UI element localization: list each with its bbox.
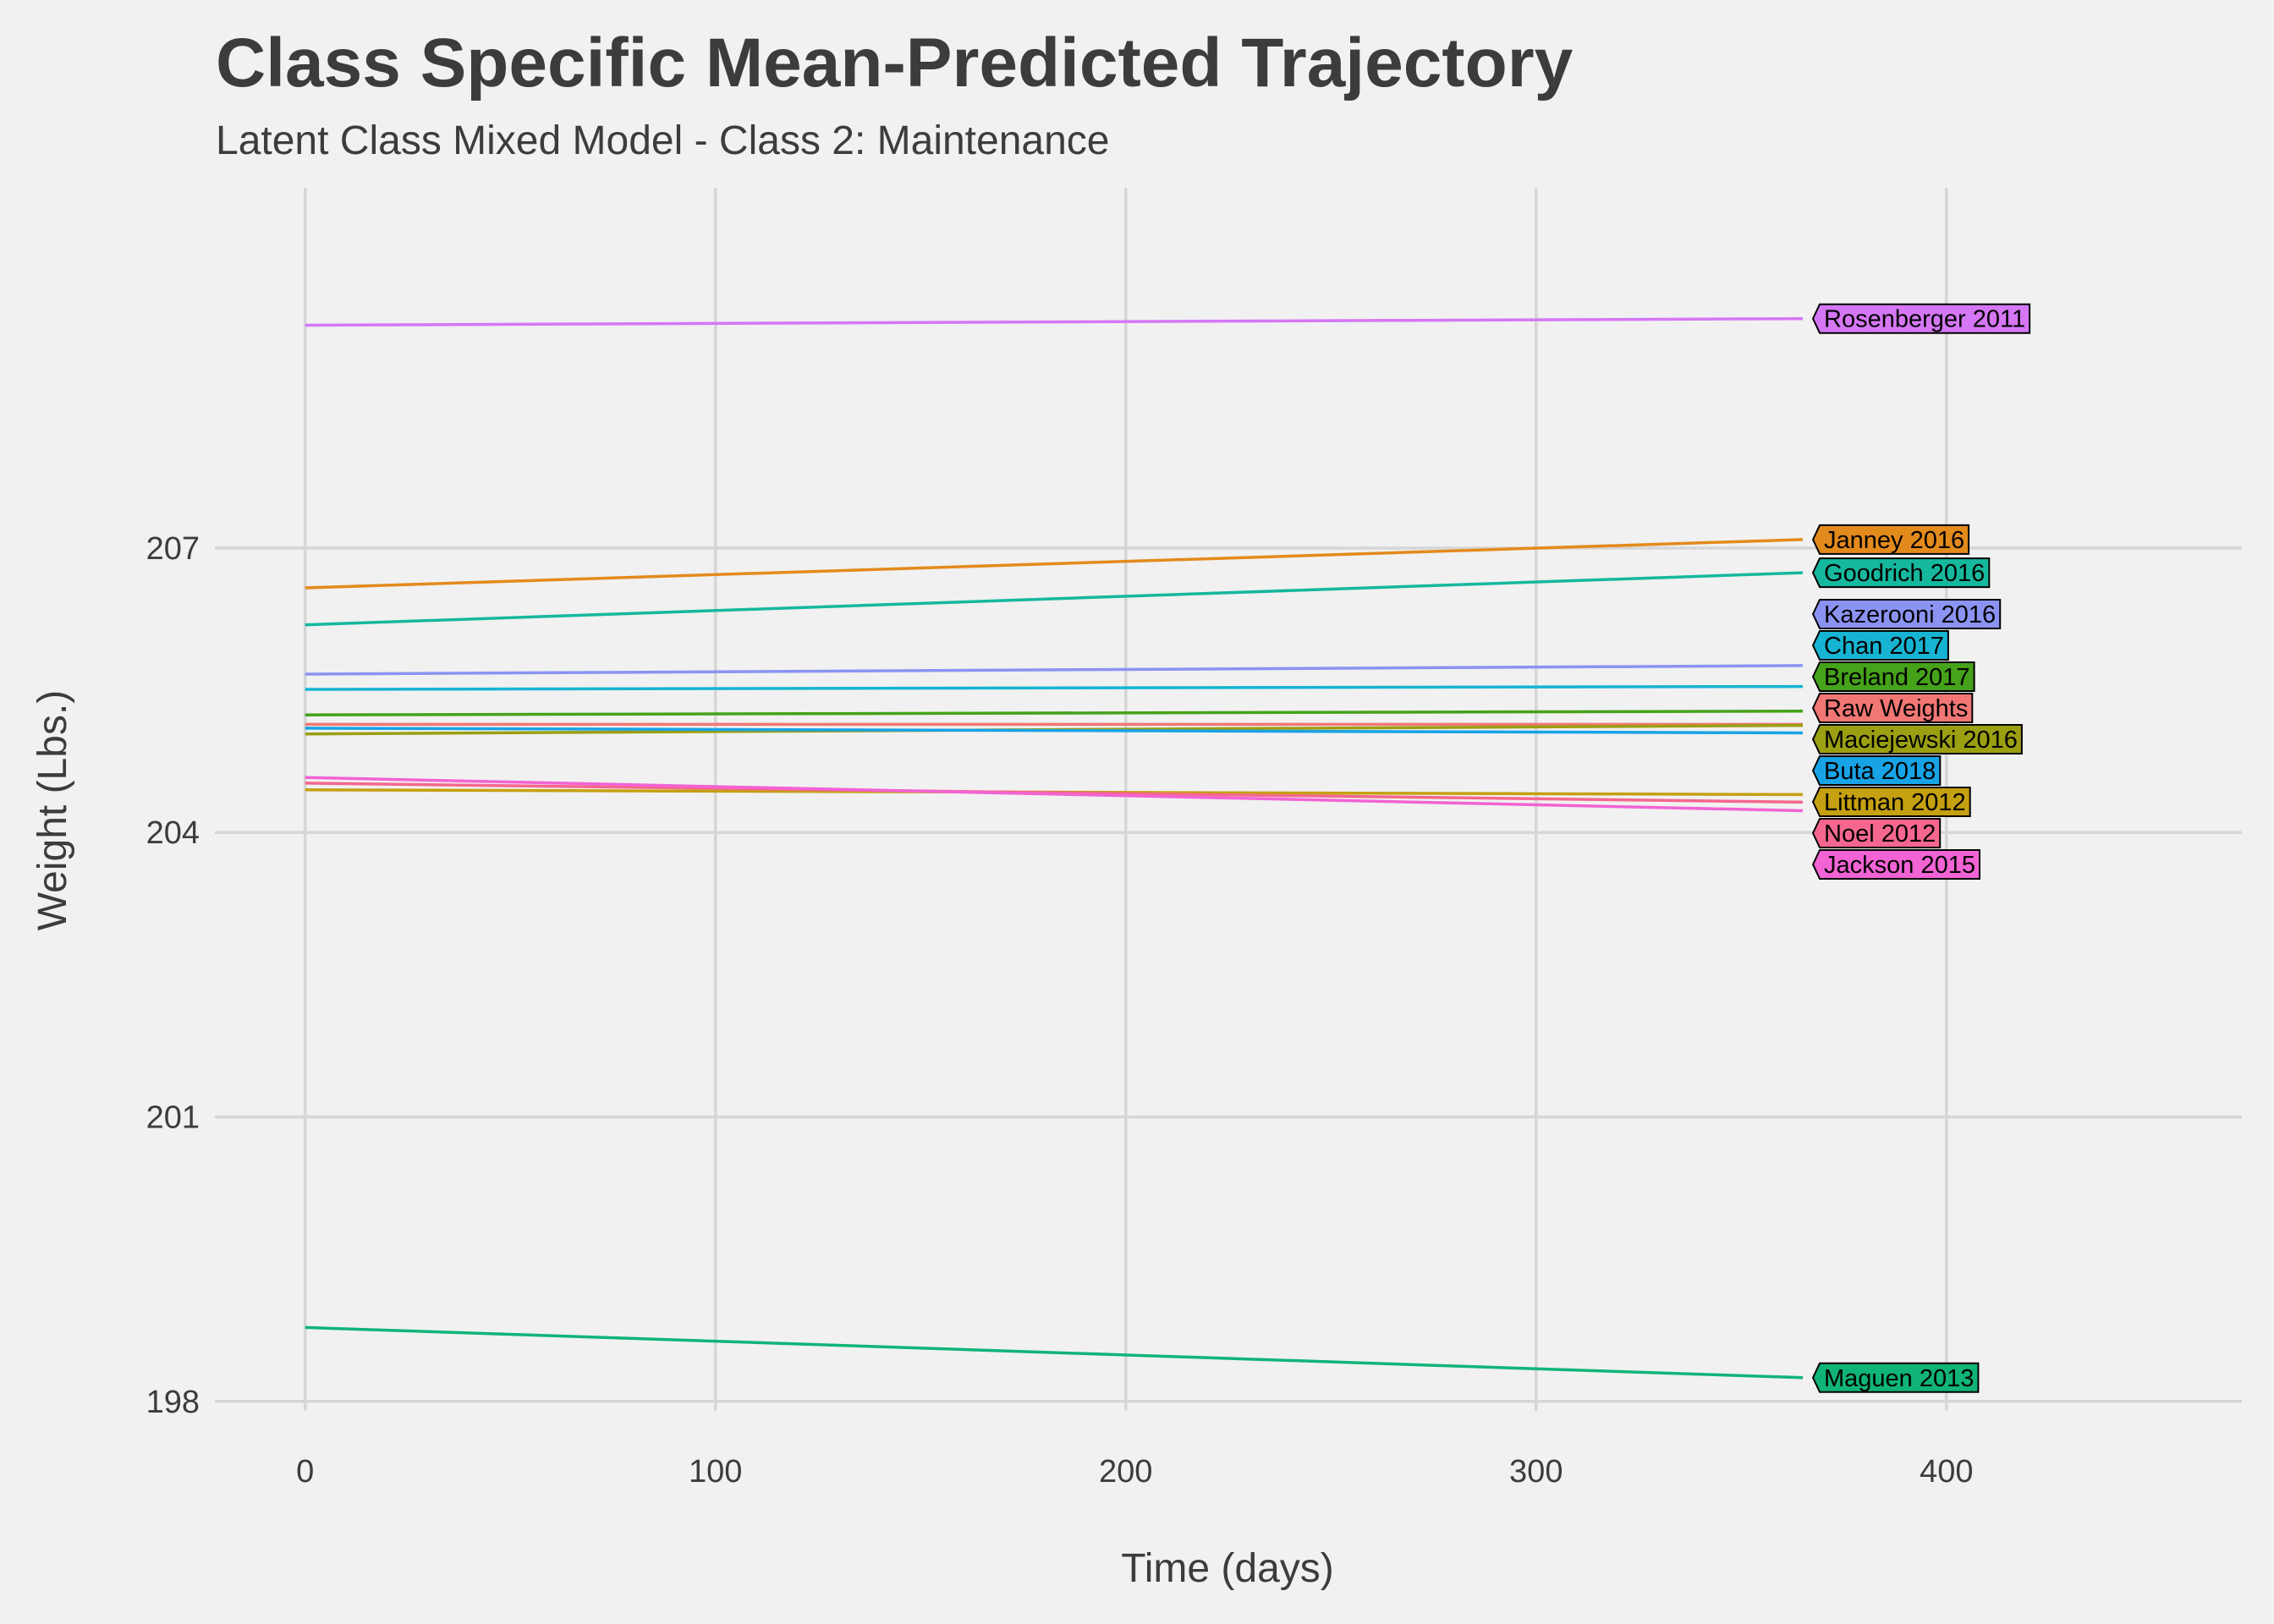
chart-title: Class Specific Mean-Predicted Trajectory (216, 25, 1574, 102)
series-label-noel-2012: Noel 2012 (1811, 818, 1942, 848)
x-tick-label-100: 100 (689, 1454, 742, 1490)
chart-subtitle: Latent Class Mixed Model - Class 2: Main… (216, 118, 1110, 163)
series-label-text: Goodrich 2016 (1824, 560, 1985, 587)
series-label-box (1811, 849, 1980, 880)
series-label-text: Rosenberger 2011 (1824, 306, 2025, 333)
series-label-text: Janney 2016 (1824, 527, 1964, 554)
series-label-goodrich-2016: Goodrich 2016 (1811, 557, 1991, 589)
y-tick-label-198: 198 (146, 1385, 200, 1420)
tick-labels: 0 100 200 300 400 198 201 204 207 (146, 531, 1974, 1490)
series-label-maguen-2013: Maguen 2013 (1811, 1362, 1980, 1393)
series-line-jackson-2015 (305, 776, 1804, 813)
series-label-box (1811, 630, 1949, 661)
series-line-kazerooni-2016 (305, 664, 1804, 676)
series-label-raw-weights: Raw Weights (1811, 693, 1974, 723)
series-label-chan-2017: Chan 2017 (1811, 630, 1949, 661)
series-labels: Rosenberger 2011 Janney 2016 Goodrich 2016… (1811, 303, 2031, 1393)
series-label-box (1811, 1362, 1980, 1393)
series-line-buta-2018 (305, 727, 1804, 735)
series-label-breland-2017: Breland 2017 (1811, 661, 1975, 692)
series-label-box (1811, 557, 1991, 589)
series-label-text: Jackson 2015 (1824, 852, 1975, 879)
series-line-rosenberger-2011 (305, 316, 1804, 327)
series-label-box (1811, 693, 1974, 723)
series-line-maguen-2013 (305, 1325, 1804, 1380)
series-label-rosenberger-2011: Rosenberger 2011 (1811, 303, 2031, 334)
series-line-janney-2016 (305, 538, 1804, 590)
series-label-text: Noel 2012 (1824, 820, 1936, 848)
series-label-box (1811, 724, 2023, 754)
series-label-box (1811, 787, 1971, 817)
series-label-text: Kazerooni 2016 (1824, 601, 1996, 628)
series-label-text: Chan 2017 (1824, 633, 1944, 660)
x-tick-label-300: 300 (1509, 1454, 1563, 1490)
y-tick-label-207: 207 (146, 531, 200, 567)
series-label-box (1811, 599, 2002, 629)
x-tick-label-200: 200 (1099, 1454, 1152, 1490)
series-label-kazerooni-2016: Kazerooni 2016 (1811, 599, 2002, 629)
y-axis-title: Weight (Lbs.) (30, 690, 75, 931)
series-label-box (1811, 661, 1975, 692)
x-tick-label-0: 0 (296, 1454, 314, 1490)
y-tick-label-201: 201 (146, 1100, 200, 1136)
series-label-buta-2018: Buta 2018 (1811, 755, 1942, 786)
series-label-text: Maguen 2013 (1824, 1365, 1974, 1392)
series-label-text: Raw Weights (1824, 695, 1968, 722)
series-label-maciejewski-2016: Maciejewski 2016 (1811, 724, 2023, 754)
series-line-goodrich-2016 (305, 571, 1804, 627)
series-label-box (1811, 303, 2031, 334)
series-label-janney-2016: Janney 2016 (1811, 524, 1970, 555)
series-label-box (1811, 755, 1942, 786)
series-label-box (1811, 524, 1970, 555)
series-label-text: Buta 2018 (1824, 758, 1936, 785)
x-axis-title: Time (days) (1121, 1546, 1334, 1591)
series-lines (305, 316, 1804, 1380)
series-label-text: Littman 2012 (1824, 789, 1966, 816)
x-tick-label-400: 400 (1920, 1454, 1973, 1490)
series-label-jackson-2015: Jackson 2015 (1811, 849, 1980, 880)
series-line-breland-2017 (305, 710, 1804, 716)
y-tick-label-204: 204 (146, 815, 200, 851)
series-label-box (1811, 818, 1942, 848)
series-label-littman-2012: Littman 2012 (1811, 787, 1971, 817)
series-label-text: Breland 2017 (1824, 664, 1970, 691)
series-label-text: Maciejewski 2016 (1824, 727, 2018, 754)
series-line-chan-2017 (305, 684, 1804, 691)
